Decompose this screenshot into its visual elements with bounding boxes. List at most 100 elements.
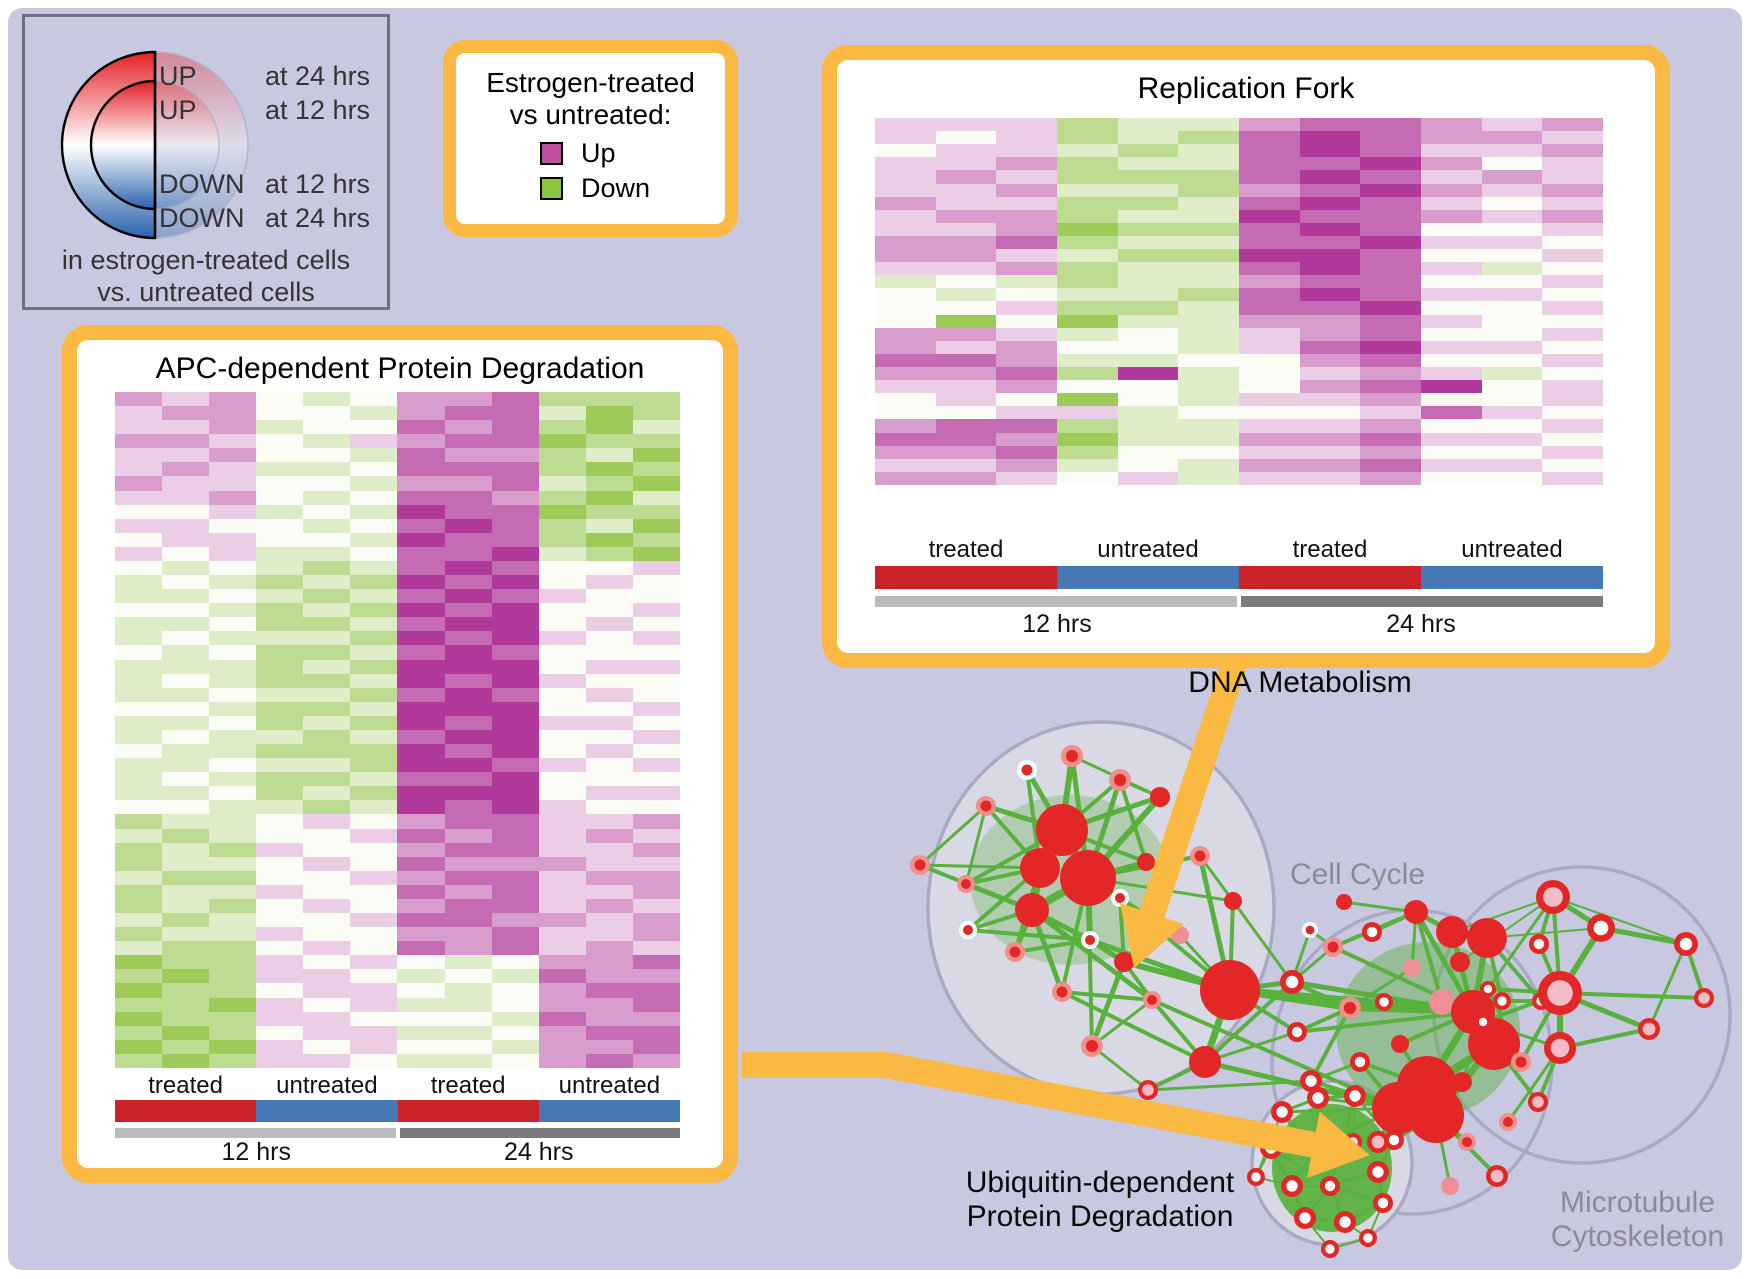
apc-group-treated-12: treated — [148, 1072, 223, 1099]
heatmap-cell — [585, 715, 633, 730]
cell-cycle-label: Cell Cycle — [1289, 858, 1426, 891]
heatmap-cell — [491, 856, 539, 871]
heatmap-cell — [115, 504, 163, 519]
heatmap-cell — [115, 1025, 163, 1040]
heatmap-cell — [538, 687, 586, 702]
heatmap-cell — [1299, 131, 1361, 145]
heatmap-cell — [1481, 235, 1543, 250]
network-node — [1499, 1113, 1517, 1131]
heatmap-cell — [444, 842, 492, 857]
heatmap-cell — [444, 729, 492, 745]
network-node — [1493, 992, 1511, 1010]
down-swatch — [540, 177, 563, 200]
heatmap-cell — [444, 518, 492, 533]
heatmap-cell — [1239, 288, 1300, 302]
up-label: Up — [581, 138, 616, 168]
network-node — [1350, 1052, 1370, 1072]
heatmap-cell — [303, 1011, 351, 1026]
heatmap-cell — [491, 546, 539, 561]
heatmap-cell — [444, 392, 492, 407]
network-node — [1344, 1085, 1366, 1107]
heatmap-cell — [209, 842, 257, 857]
heatmap-cell — [444, 870, 492, 885]
network-node — [1109, 769, 1131, 791]
heatmap-cell — [1542, 367, 1603, 381]
heatmap-cell — [1178, 249, 1239, 263]
heatmap-cell — [1542, 170, 1603, 184]
heatmap-cell — [1117, 209, 1179, 223]
heatmap-cell — [1117, 471, 1179, 485]
heatmap-cell — [1360, 118, 1421, 132]
apc-time-bar — [115, 1128, 680, 1138]
heatmap-cell — [444, 884, 492, 899]
heatmap-cell — [350, 772, 398, 787]
heatmap-cell — [491, 392, 539, 407]
heatmap-cell — [935, 157, 997, 171]
heatmap-cell — [1481, 275, 1543, 289]
heatmap-cell — [1360, 380, 1421, 394]
network-edge — [1349, 966, 1413, 1010]
heatmap-cell — [256, 969, 304, 984]
heatmap-cell — [115, 913, 163, 928]
heatmap-cell — [1239, 367, 1300, 381]
heatmap-cell — [397, 603, 445, 618]
heatmap-cell — [209, 476, 257, 491]
heatmap-cell — [350, 434, 398, 449]
heatmap-cell — [303, 673, 351, 688]
network-node — [1404, 900, 1428, 924]
heatmap-cell — [632, 434, 680, 449]
heatmap-cell — [209, 1039, 257, 1054]
heatmap-cell — [491, 913, 539, 928]
heatmap-cell — [585, 490, 633, 505]
heatmap-cell — [1057, 222, 1118, 236]
heatmap-cell — [115, 659, 163, 674]
heatmap-cell — [875, 275, 936, 289]
heatmap-cell — [115, 772, 163, 787]
heatmap-cell — [491, 434, 539, 449]
heatmap-cell — [1178, 406, 1239, 420]
heatmap-cell — [115, 701, 163, 716]
rf-group-treated-24: treated — [1292, 536, 1368, 563]
heatmap-cell — [1542, 131, 1603, 145]
heatmap-cell — [996, 406, 1057, 420]
heatmap-cell — [397, 772, 445, 787]
heatmap-cell — [397, 856, 445, 871]
heatmap-cell — [491, 941, 539, 956]
heatmap-cell — [162, 406, 210, 421]
heatmap-cell — [632, 575, 680, 590]
heatmap-cell — [585, 420, 633, 435]
heatmap-cell — [350, 969, 398, 984]
heatmap-cell — [1481, 196, 1543, 210]
heatmap-cell — [632, 828, 680, 843]
heatmap-cell — [1299, 432, 1361, 446]
heatmap-cell — [585, 927, 633, 942]
heatmap-cell — [1178, 327, 1239, 341]
heatmap-cell — [875, 222, 936, 236]
heatmap-cell — [256, 575, 304, 590]
heatmap-cell — [350, 800, 398, 815]
network-edge — [1451, 896, 1554, 933]
heatmap-cell — [115, 476, 163, 491]
heatmap-cell — [632, 603, 680, 618]
rf-treatment-colorbar — [875, 566, 1603, 589]
network-node — [1060, 850, 1116, 906]
heatmap-cell — [538, 603, 586, 618]
heatmap-cell — [1360, 445, 1421, 459]
heatmap-cell — [585, 406, 633, 421]
heatmap-cell — [1481, 170, 1543, 184]
heatmap-cell — [256, 448, 304, 463]
heatmap-cell — [256, 504, 304, 519]
heatmap-cell — [1360, 432, 1421, 446]
heatmap-cell — [256, 983, 304, 998]
heatmap-cell — [444, 532, 492, 547]
heatmap-cell — [1542, 471, 1603, 485]
heatmap-cell — [1117, 170, 1179, 184]
heatmap-cell — [538, 518, 586, 533]
heatmap-cell — [350, 786, 398, 801]
heatmap-cell — [1178, 419, 1239, 433]
network-edge — [1061, 990, 1206, 1064]
heatmap-cell — [350, 842, 398, 857]
heatmap-cell — [1481, 393, 1543, 407]
heatmap-cell — [350, 1025, 398, 1040]
heatmap-cell — [1057, 380, 1118, 394]
